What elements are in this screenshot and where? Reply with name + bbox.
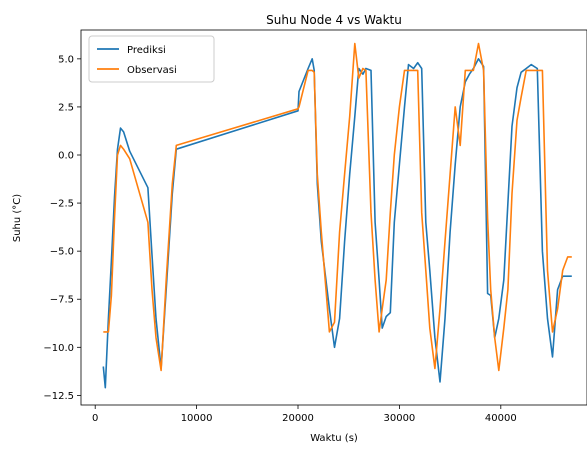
y-tick-label: −10.0: [43, 343, 74, 354]
y-tick-label: −2.5: [50, 199, 74, 210]
y-tick-label: 5.0: [58, 54, 74, 65]
chart-title: Suhu Node 4 vs Waktu: [266, 13, 402, 27]
y-axis: −12.5 −10.0 −7.5 −5.0 −2.5 0.0 2.5 5.0: [43, 54, 81, 402]
x-tick-label: 0: [92, 413, 98, 424]
y-tick-label: −12.5: [43, 391, 74, 402]
y-tick-label: −7.5: [50, 295, 74, 306]
y-tick-label: 0.0: [58, 151, 74, 162]
y-tick-label: −5.0: [50, 247, 74, 258]
x-tick-label: 40000: [485, 413, 517, 424]
plot-frame: [80, 29, 587, 406]
legend-label-1: Prediksi: [127, 45, 166, 56]
y-axis-label: Suhu (°C): [12, 194, 23, 242]
x-tick-label: 20000: [282, 413, 314, 424]
x-tick-label: 10000: [181, 413, 213, 424]
legend-label-2: Observasi: [127, 65, 177, 76]
legend: Prediksi Observasi: [88, 35, 215, 83]
x-tick-label: 30000: [383, 413, 415, 424]
series-line-2: [103, 42, 572, 372]
x-axis-label: Waktu (s): [310, 433, 358, 444]
x-axis: 0 10000 20000 30000 40000: [92, 405, 517, 424]
y-tick-label: 2.5: [58, 102, 74, 113]
legend-box: [88, 35, 215, 83]
plot-lines: [102, 42, 572, 389]
